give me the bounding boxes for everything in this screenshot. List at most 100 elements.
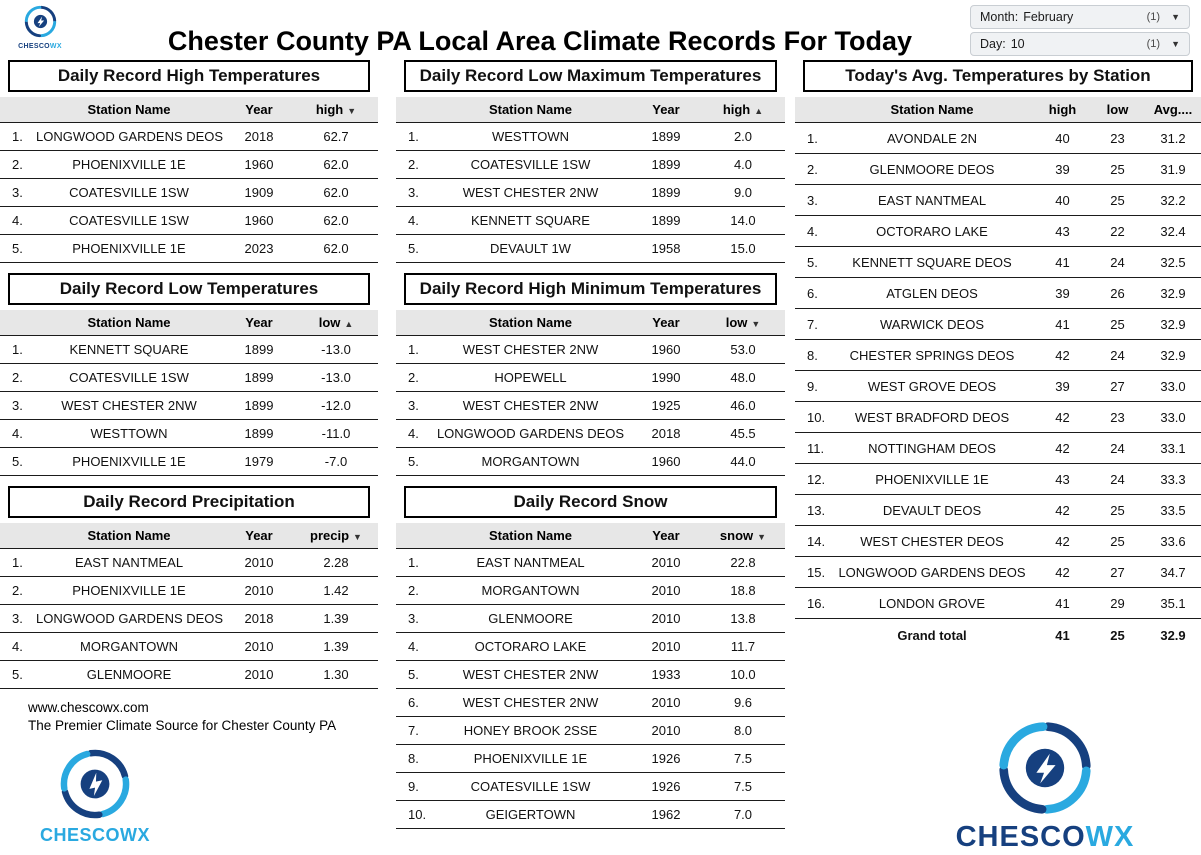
cell: 2010 bbox=[631, 688, 701, 717]
column-header-label: Year bbox=[245, 528, 273, 543]
column-header-low[interactable]: low ▲ bbox=[294, 310, 378, 336]
record-high-min-panel: Daily Record High Minimum Temperatures S… bbox=[396, 273, 785, 476]
cell: 2018 bbox=[631, 419, 701, 448]
index-column-header bbox=[795, 97, 829, 123]
cell: 1960 bbox=[224, 206, 294, 235]
column-header-high[interactable]: high bbox=[1035, 97, 1090, 123]
column-header-high[interactable]: high ▲ bbox=[701, 97, 785, 123]
cell: 34.7 bbox=[1145, 556, 1201, 588]
cell: NOTTINGHAM DEOS bbox=[829, 432, 1035, 464]
cyclone-logo-icon bbox=[52, 741, 137, 826]
cell: 33.1 bbox=[1145, 432, 1201, 464]
row-index: 2. bbox=[396, 150, 430, 179]
sort-desc-icon: ▼ bbox=[353, 532, 362, 542]
cell: 25 bbox=[1090, 525, 1145, 557]
column-header-row: Station Name Year low ▲ bbox=[0, 310, 378, 336]
column-header-low[interactable]: low bbox=[1090, 97, 1145, 123]
grand-total-label: Grand total bbox=[897, 628, 967, 643]
cell: GLENMOORE DEOS bbox=[829, 153, 1035, 185]
column-header-low[interactable]: low ▼ bbox=[701, 310, 785, 336]
table-row: 3. WEST CHESTER 2NW 1899 9.0 bbox=[396, 178, 785, 207]
cell: 1899 bbox=[224, 335, 294, 364]
cell: 7.5 bbox=[701, 772, 785, 801]
table-row: 1. WEST CHESTER 2NW 1960 53.0 bbox=[396, 335, 785, 364]
column-header-year[interactable]: Year bbox=[631, 523, 701, 549]
month-filter-dropdown[interactable]: Month: February (1) ▼ bbox=[970, 5, 1190, 29]
column-header-station-name[interactable]: Station Name bbox=[34, 310, 224, 336]
column-header-station-name[interactable]: Station Name bbox=[430, 523, 631, 549]
cell: 1926 bbox=[631, 772, 701, 801]
record-precip-rows: 1. EAST NANTMEAL 2010 2.28 2. PHOENIXVILLE 1E… bbox=[0, 548, 378, 689]
record-snow-table: Station Name Year snow ▼ 1. EAST NANTMEAL 201… bbox=[396, 523, 785, 829]
cell: 62.7 bbox=[294, 122, 378, 151]
filter-value: February bbox=[1023, 10, 1074, 24]
column-header-station-name[interactable]: Station Name bbox=[829, 97, 1035, 123]
column-header-label: low bbox=[725, 315, 748, 330]
column-header-station-name[interactable]: Station Name bbox=[430, 97, 631, 123]
cell: MORGANTOWN bbox=[34, 632, 224, 661]
table-row: 2. PHOENIXVILLE 1E 2010 1.42 bbox=[0, 576, 378, 605]
cell: WEST CHESTER 2NW bbox=[430, 688, 631, 717]
cell: WEST CHESTER DEOS bbox=[829, 525, 1035, 557]
cell: 9.6 bbox=[701, 688, 785, 717]
column-header-year[interactable]: Year bbox=[224, 97, 294, 123]
cell: 41 bbox=[1035, 246, 1090, 278]
column-header-snow[interactable]: snow ▼ bbox=[701, 523, 785, 549]
column-header-year[interactable]: Year bbox=[224, 310, 294, 336]
table-row: 2. PHOENIXVILLE 1E 1960 62.0 bbox=[0, 150, 378, 179]
column-header-station-name[interactable]: Station Name bbox=[34, 523, 224, 549]
cell: 1960 bbox=[224, 150, 294, 179]
column-header-year[interactable]: Year bbox=[631, 310, 701, 336]
filter-label: Day: bbox=[980, 37, 1006, 51]
column-header-label: Station Name bbox=[488, 102, 573, 117]
cell: WEST CHESTER 2NW bbox=[430, 391, 631, 420]
grand-total-low: 25 bbox=[1110, 628, 1125, 643]
row-index: 4. bbox=[795, 215, 829, 247]
column-header-precip[interactable]: precip ▼ bbox=[294, 523, 378, 549]
cell: HONEY BROOK 2SSE bbox=[430, 716, 631, 745]
cell: LONGWOOD GARDENS DEOS bbox=[829, 556, 1035, 588]
record-high-min-table: Station Name Year low ▼ 1. WEST CHESTER 2NW 1… bbox=[396, 310, 785, 476]
cell: 33.3 bbox=[1145, 463, 1201, 495]
table-row: 4. OCTORARO LAKE 43 22 32.4 bbox=[795, 215, 1201, 247]
index-column-header bbox=[396, 310, 430, 336]
cell: 33.0 bbox=[1145, 370, 1201, 402]
column-header-label: precip bbox=[310, 528, 350, 543]
column-header-label: Station Name bbox=[488, 528, 573, 543]
table-row: 9. WEST GROVE DEOS 39 27 33.0 bbox=[795, 370, 1201, 402]
row-index: 2. bbox=[795, 153, 829, 185]
column-header-year[interactable]: Year bbox=[224, 523, 294, 549]
cell: MORGANTOWN bbox=[430, 576, 631, 605]
cell: COATESVILLE 1SW bbox=[430, 150, 631, 179]
row-index: 11. bbox=[795, 432, 829, 464]
day-filter-dropdown[interactable]: Day: 10 (1) ▼ bbox=[970, 32, 1190, 56]
column-header-station-name[interactable]: Station Name bbox=[430, 310, 631, 336]
brand-dark: CHESCO bbox=[18, 43, 50, 50]
column-header-label: high bbox=[722, 102, 751, 117]
cell: WARWICK DEOS bbox=[829, 308, 1035, 340]
cell: 40 bbox=[1035, 122, 1090, 154]
cell: PHOENIXVILLE 1E bbox=[34, 234, 224, 263]
column-header-avg[interactable]: Avg.... bbox=[1145, 97, 1201, 123]
cell: 48.0 bbox=[701, 363, 785, 392]
cell: 31.9 bbox=[1145, 153, 1201, 185]
cell: HOPEWELL bbox=[430, 363, 631, 392]
cell: PHOENIXVILLE 1E bbox=[829, 463, 1035, 495]
site-footer: www.chescowx.com The Premier Climate Sou… bbox=[28, 699, 378, 735]
cell: 35.1 bbox=[1145, 587, 1201, 619]
cell: EAST NANTMEAL bbox=[829, 184, 1035, 216]
row-index: 2. bbox=[0, 150, 34, 179]
cell: 1926 bbox=[631, 744, 701, 773]
column-header-high[interactable]: high ▼ bbox=[294, 97, 378, 123]
record-high-rows: 1. LONGWOOD GARDENS DEOS 2018 62.7 2. PHOENIX… bbox=[0, 122, 378, 263]
row-index: 9. bbox=[396, 772, 430, 801]
column-header-station-name[interactable]: Station Name bbox=[34, 97, 224, 123]
site-url: www.chescowx.com bbox=[28, 700, 149, 715]
cell: WEST CHESTER 2NW bbox=[430, 178, 631, 207]
footer-logo-left: CHESCOWX bbox=[30, 748, 160, 846]
right-column: Today's Avg. Temperatures by Station Sta… bbox=[795, 60, 1201, 662]
row-index: 4. bbox=[0, 419, 34, 448]
cell: 25 bbox=[1090, 184, 1145, 216]
column-header-year[interactable]: Year bbox=[631, 97, 701, 123]
cell: 42 bbox=[1035, 401, 1090, 433]
